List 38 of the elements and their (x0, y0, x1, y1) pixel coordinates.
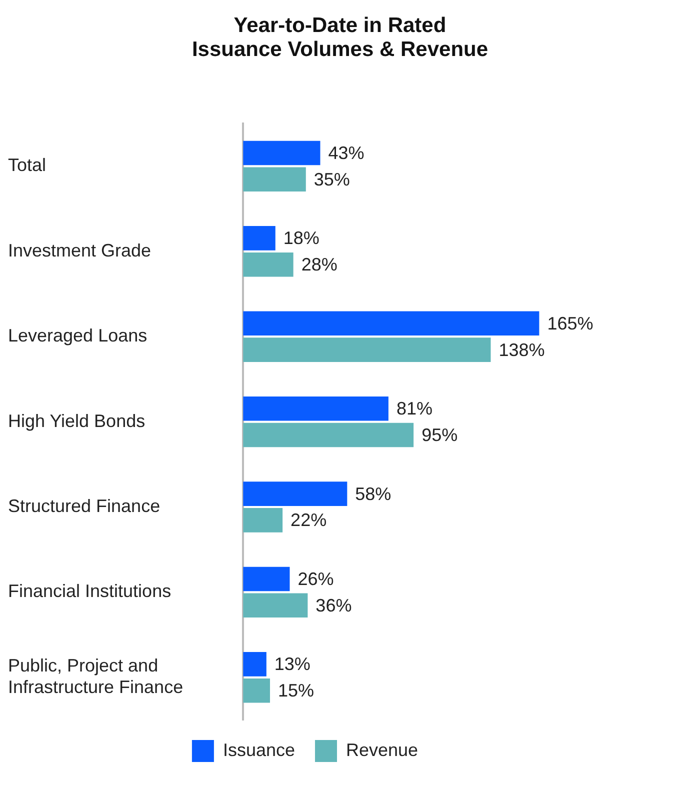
legend-label: Revenue (346, 740, 418, 760)
bar (243, 311, 540, 336)
data-label: 28% (301, 254, 338, 275)
y-tick-label: Structured Finance (8, 496, 160, 516)
y-tick-label: Total (8, 155, 46, 176)
y-tick-label: Public, Project and Infrastructure Finance (8, 656, 184, 698)
data-label: 138% (498, 340, 545, 360)
bar (243, 593, 308, 618)
y-tick-label: High Yield Bonds (8, 410, 146, 431)
bar (243, 422, 414, 448)
y-tick-label: Financial Institutions (8, 581, 172, 602)
data-label: 58% (355, 484, 392, 504)
bar (243, 482, 348, 506)
data-label: 165% (547, 313, 594, 334)
bar (243, 226, 276, 250)
bar (243, 252, 294, 277)
bar (243, 140, 320, 166)
data-label: 13% (274, 654, 310, 674)
bar (243, 678, 270, 703)
bar (243, 396, 388, 421)
y-tick-label: Leveraged Loans (8, 326, 148, 346)
data-label: 36% (316, 595, 352, 616)
data-label: 35% (314, 169, 350, 190)
bar (243, 167, 306, 192)
bar (243, 566, 290, 592)
data-label: 15% (278, 680, 314, 701)
chart-title: Year-to-Date in Rated Issuance Volumes & Revenue (190, 14, 490, 62)
data-label: 26% (298, 568, 334, 589)
y-tick-label: Investment Grade (8, 240, 152, 260)
bar (243, 652, 266, 676)
legend-label: Issuance (222, 740, 295, 760)
data-label: 43% (328, 142, 364, 163)
bar (243, 338, 491, 362)
data-label: 18% (283, 228, 320, 248)
data-label: 22% (290, 510, 327, 530)
data-label: 81% (396, 398, 432, 419)
bar (243, 508, 283, 532)
data-label: 95% (422, 424, 458, 445)
